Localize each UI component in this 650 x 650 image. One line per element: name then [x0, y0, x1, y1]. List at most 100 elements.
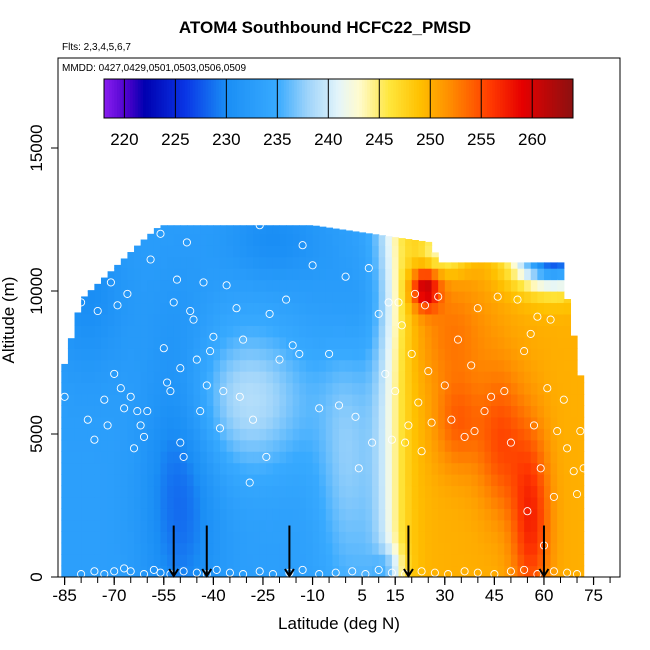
field-cell — [167, 233, 175, 246]
field-cell — [312, 439, 320, 452]
field-cell — [180, 336, 188, 349]
field-cell — [74, 428, 82, 441]
colorbar-segment — [463, 79, 467, 118]
field-cell — [299, 291, 307, 304]
field-cell — [530, 279, 538, 292]
field-cell — [147, 393, 155, 406]
field-cell — [94, 283, 102, 292]
field-cell — [530, 439, 538, 452]
field-cell — [114, 264, 122, 269]
sample-point — [520, 565, 529, 574]
field-cell — [272, 382, 281, 395]
field-cell — [173, 348, 181, 361]
field-cell — [577, 508, 585, 521]
field-cell — [81, 336, 89, 349]
field-cell — [200, 233, 208, 246]
field-cell — [233, 439, 241, 452]
colorbar-segment — [476, 79, 480, 118]
field-cell — [484, 382, 492, 395]
sample-point — [543, 384, 552, 393]
field-cell — [200, 256, 208, 269]
field-cell — [127, 291, 135, 304]
field-cell — [543, 462, 552, 475]
field-cell — [226, 405, 234, 418]
field-cell — [319, 359, 327, 372]
colorbar-segment — [565, 79, 569, 118]
field-cell — [444, 531, 452, 544]
field-cell — [332, 519, 340, 532]
field-cell — [312, 451, 320, 464]
field-cell — [253, 268, 261, 281]
field-cell — [279, 256, 287, 269]
field-cell — [510, 416, 519, 429]
field-cell — [259, 474, 267, 487]
field-cell — [266, 405, 274, 418]
field-cell — [81, 496, 89, 509]
sample-point — [182, 238, 191, 247]
field-cell — [464, 348, 472, 361]
field-cell — [418, 496, 426, 509]
sample-point — [563, 568, 572, 577]
field-cell — [550, 268, 558, 281]
field-cell — [365, 313, 373, 326]
field-cell — [140, 348, 148, 361]
field-cell — [160, 519, 168, 532]
field-cell — [451, 262, 459, 269]
field-cell — [424, 268, 433, 281]
field-cell — [464, 531, 472, 544]
field-cell — [477, 554, 486, 567]
field-cell — [372, 393, 380, 406]
field-cell — [391, 542, 400, 555]
field-cell — [325, 474, 333, 487]
field-cell — [570, 439, 578, 452]
field-cell — [464, 462, 472, 475]
field-cell — [352, 508, 360, 521]
field-cell — [385, 371, 393, 384]
colorbar-segment — [317, 79, 321, 118]
field-cell — [517, 262, 525, 269]
field-cell — [332, 325, 340, 338]
field-cell — [100, 359, 109, 372]
sample-point — [235, 392, 244, 401]
field-cell — [305, 233, 314, 246]
sample-point — [417, 447, 426, 456]
field-cell — [372, 245, 380, 258]
field-cell — [358, 485, 367, 498]
field-cell — [173, 225, 181, 235]
colorbar-segment — [148, 79, 152, 118]
field-cell — [411, 325, 419, 338]
field-cell — [266, 291, 274, 304]
field-cell — [292, 531, 300, 544]
field-cell — [81, 348, 89, 361]
field-cell — [398, 291, 406, 304]
field-cell — [167, 279, 175, 292]
field-cell — [325, 554, 333, 567]
field-cell — [107, 531, 115, 544]
colorbar-segment — [124, 79, 128, 118]
field-cell — [325, 279, 333, 292]
field-cell — [140, 428, 148, 441]
colorbar-segment — [223, 79, 227, 118]
sample-point — [407, 349, 416, 358]
field-cell — [497, 508, 505, 521]
colorbar-segment — [406, 79, 410, 118]
field-cell — [438, 405, 446, 418]
field-cell — [405, 382, 413, 395]
field-cell — [173, 462, 181, 475]
colorbar-segment — [307, 79, 311, 118]
field-cell — [444, 519, 452, 532]
field-cell — [206, 325, 214, 338]
field-cell — [127, 382, 135, 395]
field-cell — [537, 519, 545, 532]
field-cell — [233, 416, 241, 429]
field-cell — [87, 359, 95, 372]
field-cell — [120, 531, 129, 544]
field-cell — [550, 531, 558, 544]
field-cell — [424, 462, 433, 475]
colorbar-segment — [111, 79, 115, 118]
field-cell — [510, 348, 519, 361]
field-cell — [107, 291, 115, 304]
colorbar-segment — [218, 79, 222, 118]
field-cell — [537, 554, 545, 567]
field-cell — [464, 451, 472, 464]
